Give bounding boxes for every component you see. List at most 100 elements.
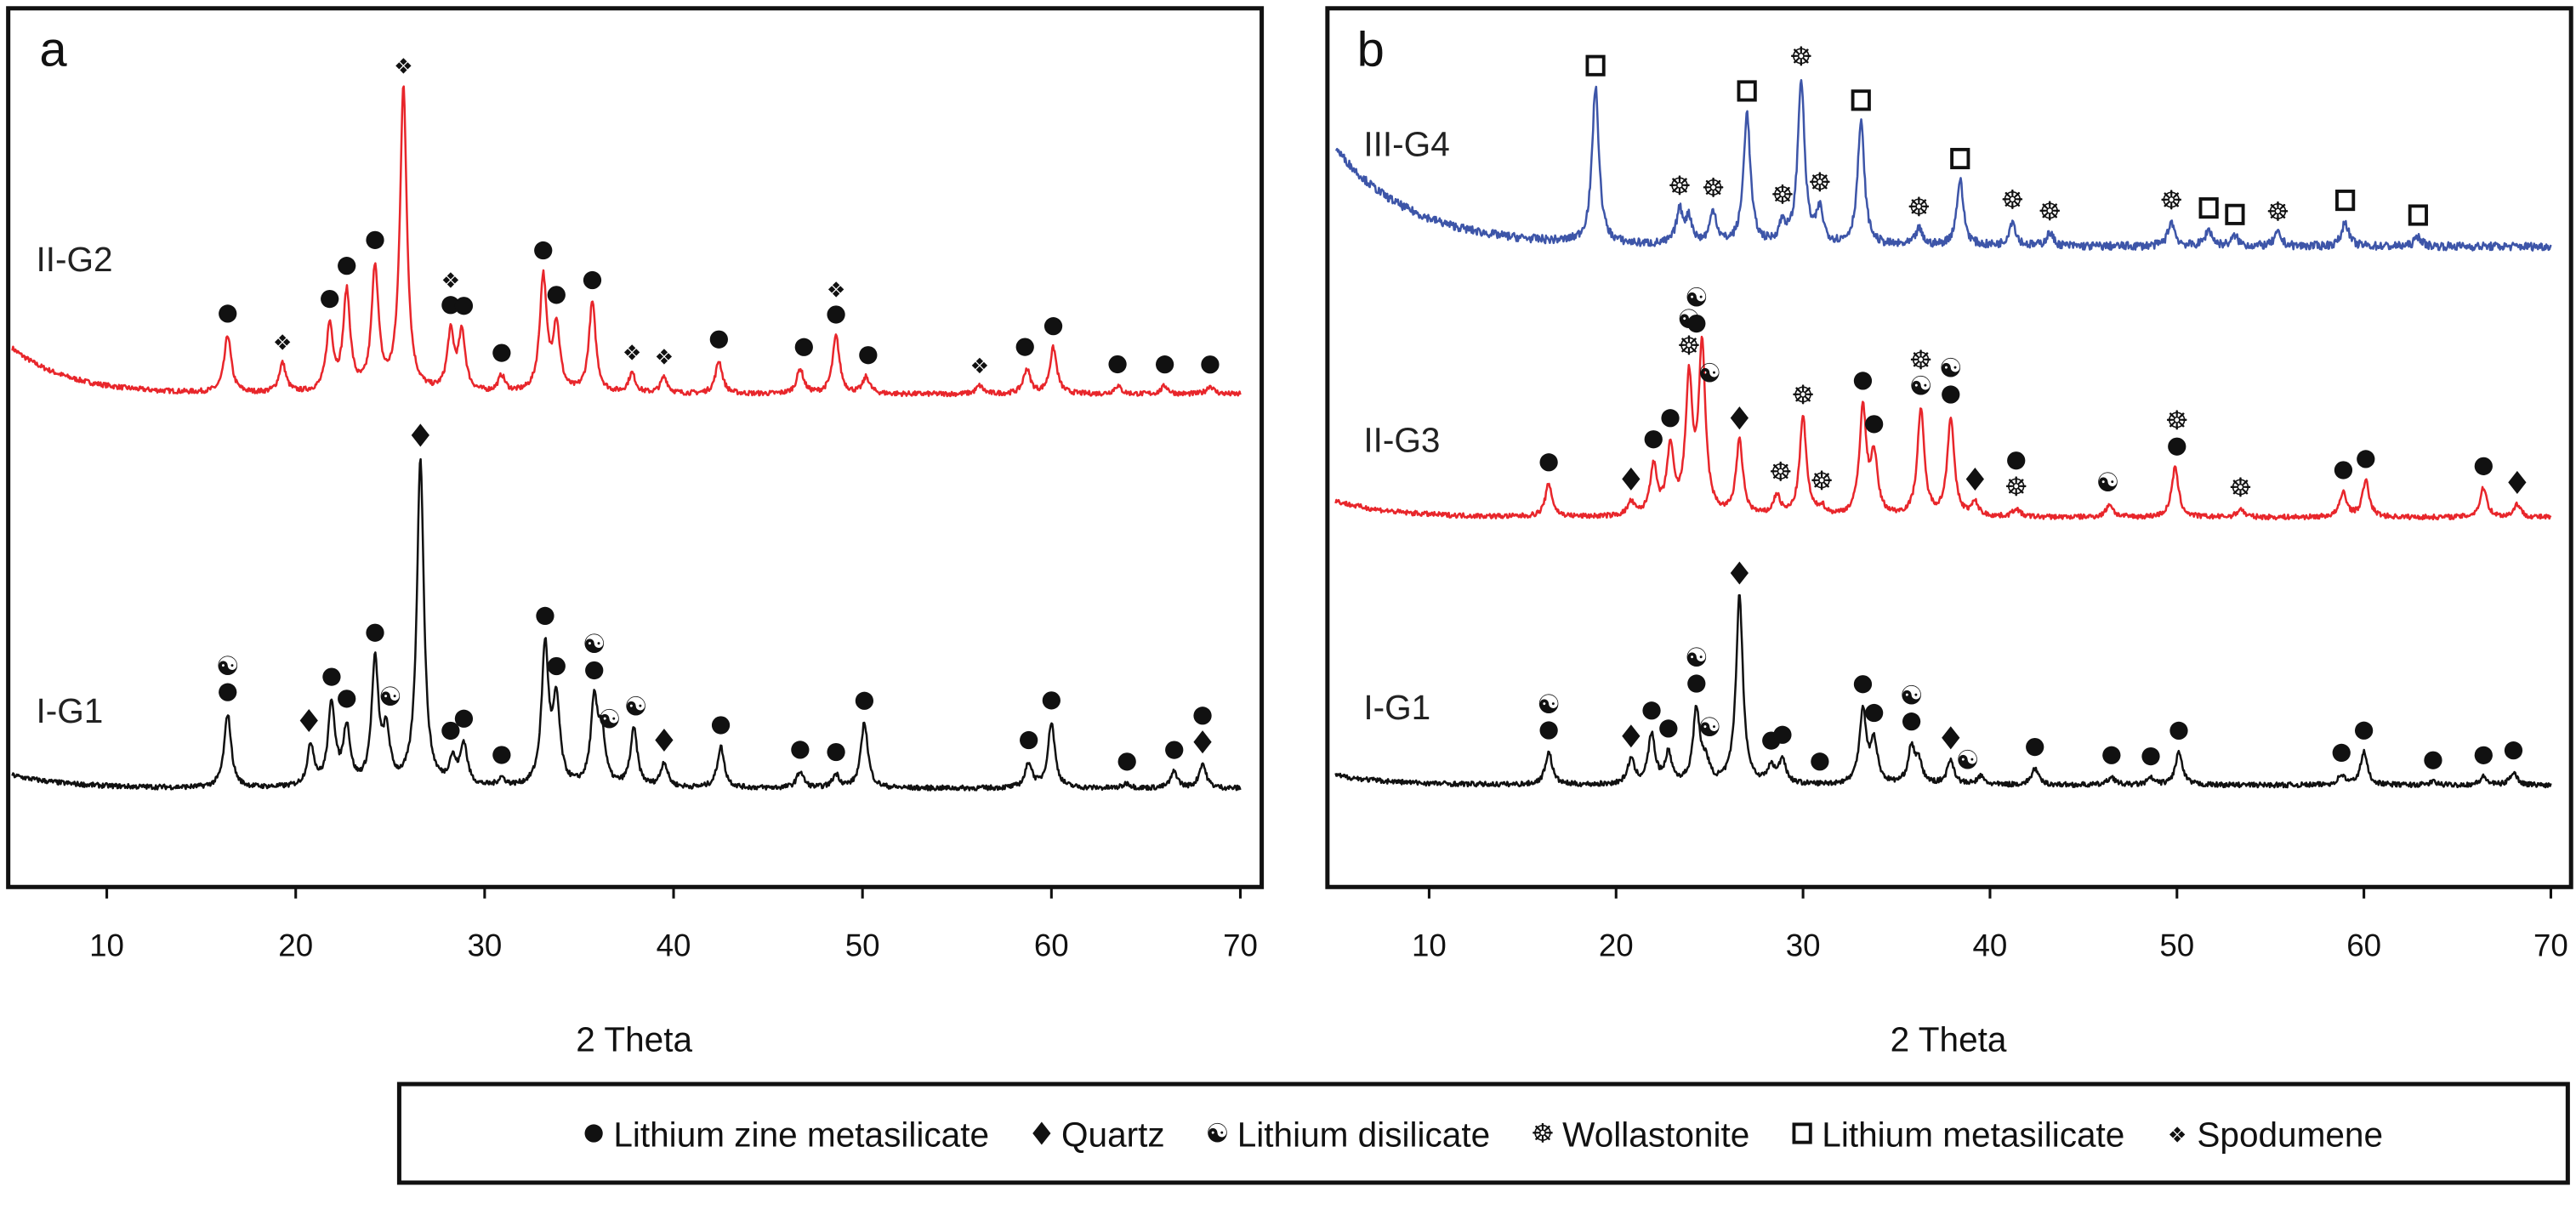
legend-item-spodumene: ❖ Spodumene bbox=[2168, 1115, 2383, 1154]
lithium-zinc-metasilicate-marker-icon bbox=[1773, 725, 1792, 744]
quartz-marker-icon bbox=[411, 423, 429, 447]
lithium-zinc-metasilicate-marker-icon bbox=[441, 296, 460, 315]
series-label-ii-g2: II-G2 bbox=[36, 240, 112, 279]
lithium-zinc-metasilicate-marker-icon bbox=[1661, 409, 1680, 428]
spodumene-marker-icon: ❖ bbox=[394, 54, 413, 79]
series-line-iii-g4 bbox=[1334, 78, 2552, 252]
lithium-zinc-metasilicate-marker-icon bbox=[1193, 707, 1212, 725]
lithium-metasilicate-marker-icon bbox=[2408, 204, 2428, 226]
panel-b-letter: b bbox=[1357, 22, 1385, 77]
series-line-ii-g3 bbox=[1334, 335, 2552, 521]
lithium-zinc-metasilicate-marker-icon bbox=[2474, 457, 2493, 475]
spodumene-marker-icon: ❖ bbox=[623, 341, 642, 366]
lithium-zinc-metasilicate-marker-icon bbox=[2504, 741, 2523, 760]
lithium-zinc-metasilicate-marker-icon bbox=[1853, 675, 1873, 694]
panel-a-x-axis-label: 2 Theta bbox=[576, 1019, 692, 1059]
lithium-zinc-metasilicate-marker-icon bbox=[1165, 741, 1184, 759]
lithium-metasilicate-marker-icon bbox=[2225, 203, 2245, 225]
lithium-zinc-metasilicate-marker-icon bbox=[709, 330, 728, 349]
lithium-zinc-metasilicate-marker-icon bbox=[859, 346, 878, 365]
lithium-zinc-metasilicate-marker-icon bbox=[2007, 451, 2026, 470]
lithium-zinc-metasilicate-marker-icon bbox=[1108, 355, 1127, 374]
spodumene-marker-icon: ❖ bbox=[2168, 1123, 2187, 1148]
x-tick-label: 30 bbox=[1786, 928, 1821, 962]
wollastonite-marker-icon: ☸ bbox=[2005, 472, 2028, 502]
panel-b-frame bbox=[1325, 6, 2573, 889]
lithium-zinc-metasilicate-marker-icon bbox=[492, 343, 511, 362]
phase-markers-i-g1: ☯ ☯ ☯ ☯ ☯ bbox=[1537, 561, 2523, 776]
lithium-zinc-metasilicate-marker-icon bbox=[2332, 743, 2351, 763]
legend-label: Lithium zine metasilicate bbox=[613, 1115, 989, 1154]
lithium-zinc-metasilicate-marker-icon bbox=[536, 606, 554, 626]
x-tick-label: 20 bbox=[278, 928, 313, 962]
x-tick-label: 70 bbox=[2533, 928, 2568, 962]
lithium-zinc-metasilicate-marker-icon bbox=[1659, 719, 1678, 738]
lithium-zinc-metasilicate-marker-icon bbox=[219, 683, 237, 701]
lithium-zinc-metasilicate-marker-icon bbox=[855, 691, 874, 710]
series-label-ii-g3: II-G3 bbox=[1363, 420, 1440, 459]
x-tick-label: 10 bbox=[89, 928, 124, 962]
lithium-zinc-metasilicate-marker-icon bbox=[791, 741, 810, 759]
lithium-disilicate-marker-icon: ☯ bbox=[1909, 372, 1933, 402]
lithium-zinc-metasilicate-marker-icon bbox=[547, 286, 566, 304]
lithium-zinc-metasilicate-marker-icon bbox=[1539, 721, 1558, 740]
lithium-zinc-metasilicate-marker-icon bbox=[1155, 355, 1174, 374]
quartz-marker-icon bbox=[2508, 470, 2527, 494]
lithium-metasilicate-marker-icon bbox=[2198, 197, 2219, 219]
lithium-disilicate-marker-icon: ☯ bbox=[1206, 1119, 1230, 1149]
panel-a-letter: a bbox=[39, 22, 67, 77]
lithium-zinc-metasilicate-marker-icon bbox=[534, 241, 553, 260]
lithium-zinc-metasilicate-marker-icon bbox=[2026, 737, 2044, 757]
lithium-zinc-metasilicate-marker-icon bbox=[219, 304, 237, 323]
lithium-disilicate-marker-icon: ☯ bbox=[1697, 358, 1721, 389]
x-tick-label: 30 bbox=[467, 928, 502, 962]
quartz-marker-icon bbox=[1032, 1121, 1051, 1145]
lithium-zinc-metasilicate-marker-icon bbox=[584, 1124, 603, 1143]
legend-item-lithium-metasilicate: Lithium metasilicate bbox=[1792, 1115, 2124, 1154]
series-label-iii-g4: III-G4 bbox=[1363, 125, 1449, 164]
wollastonite-marker-icon: ☸ bbox=[1771, 180, 1794, 211]
wollastonite-marker-icon: ☸ bbox=[2229, 473, 2253, 503]
legend-item-lithium-zinc-metasilicate: Lithium zine metasilicate bbox=[584, 1115, 989, 1154]
lithium-disilicate-marker-icon: ☯ bbox=[1939, 354, 1963, 384]
quartz-marker-icon bbox=[1730, 561, 1749, 585]
spodumene-marker-icon: ❖ bbox=[827, 278, 846, 303]
lithium-disilicate-marker-icon: ☯ bbox=[378, 682, 402, 712]
x-tick-label: 20 bbox=[1599, 928, 1634, 962]
lithium-disilicate-marker-icon: ☯ bbox=[1537, 690, 1561, 720]
quartz-marker-icon bbox=[1730, 406, 1749, 430]
lithium-zinc-metasilicate-marker-icon bbox=[583, 270, 602, 290]
legend-item-quartz: Quartz bbox=[1032, 1115, 1165, 1154]
legend-label: Lithium disilicate bbox=[1237, 1115, 1490, 1154]
spodumene-marker-icon: ❖ bbox=[273, 331, 293, 355]
wollastonite-marker-icon: ☸ bbox=[1810, 466, 1834, 497]
wollastonite-marker-icon: ☸ bbox=[1908, 192, 1931, 223]
series-line-ii-g2 bbox=[11, 85, 1242, 398]
wollastonite-marker-icon: ☸ bbox=[2266, 197, 2290, 228]
lithium-zinc-metasilicate-marker-icon bbox=[1811, 752, 1829, 771]
legend-box bbox=[396, 1081, 2570, 1185]
lithium-zinc-metasilicate-marker-icon bbox=[1687, 674, 1706, 693]
wollastonite-marker-icon: ☸ bbox=[1789, 42, 1813, 72]
lithium-disilicate-marker-icon: ☯ bbox=[2096, 468, 2120, 498]
lithium-zinc-metasilicate-marker-icon bbox=[827, 305, 845, 324]
lithium-metasilicate-marker-icon bbox=[1851, 89, 1871, 111]
lithium-zinc-metasilicate-marker-icon bbox=[366, 623, 384, 642]
lithium-metasilicate-marker-icon bbox=[1737, 80, 1757, 102]
legend-row: Lithium zine metasilicate Quartz ☯ Lithium … bbox=[584, 1115, 2383, 1154]
lithium-metasilicate-marker-icon bbox=[1792, 1122, 1812, 1144]
x-tick-label: 60 bbox=[2346, 928, 2381, 962]
wollastonite-marker-icon: ☸ bbox=[2038, 196, 2061, 227]
lithium-zinc-metasilicate-marker-icon bbox=[1687, 314, 1706, 333]
x-tick-label: 50 bbox=[845, 928, 880, 962]
legend-label: Spodumene bbox=[2197, 1115, 2383, 1154]
legend-label: Lithium metasilicate bbox=[1822, 1115, 2124, 1154]
wollastonite-marker-icon: ☸ bbox=[1702, 173, 1726, 203]
lithium-zinc-metasilicate-marker-icon bbox=[2169, 721, 2188, 741]
quartz-marker-icon bbox=[1193, 730, 1212, 754]
lithium-zinc-metasilicate-marker-icon bbox=[2334, 461, 2353, 480]
lithium-metasilicate-marker-icon bbox=[1585, 54, 1606, 77]
lithium-zinc-metasilicate-marker-icon bbox=[1117, 752, 1136, 771]
legend: Lithium zine metasilicate Quartz ☯ Lithium … bbox=[396, 1081, 2570, 1185]
spodumene-marker-icon: ❖ bbox=[655, 344, 674, 369]
